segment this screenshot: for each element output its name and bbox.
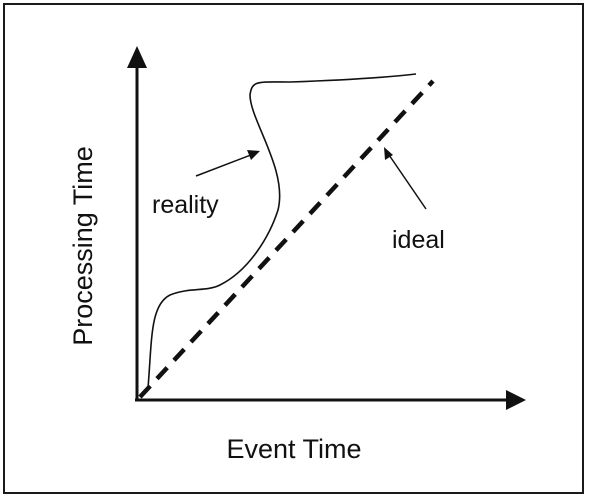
reality-label: reality — [152, 191, 219, 219]
reality-pointer-arrow — [195, 152, 257, 177]
y-axis-label: Processing Time — [68, 146, 98, 346]
ideal-line — [138, 79, 435, 399]
ideal-pointer-arrow — [386, 151, 427, 210]
diagram-frame — [3, 3, 584, 494]
reality-pointer-arrowhead — [247, 150, 260, 160]
reality-curve — [147, 73, 417, 389]
ideal-label: ideal — [392, 226, 445, 254]
y-axis-arrowhead — [127, 46, 147, 68]
x-axis-arrowhead — [506, 390, 526, 410]
ideal-pointer-arrowhead — [384, 147, 393, 160]
x-axis-label: Event Time — [226, 434, 361, 464]
